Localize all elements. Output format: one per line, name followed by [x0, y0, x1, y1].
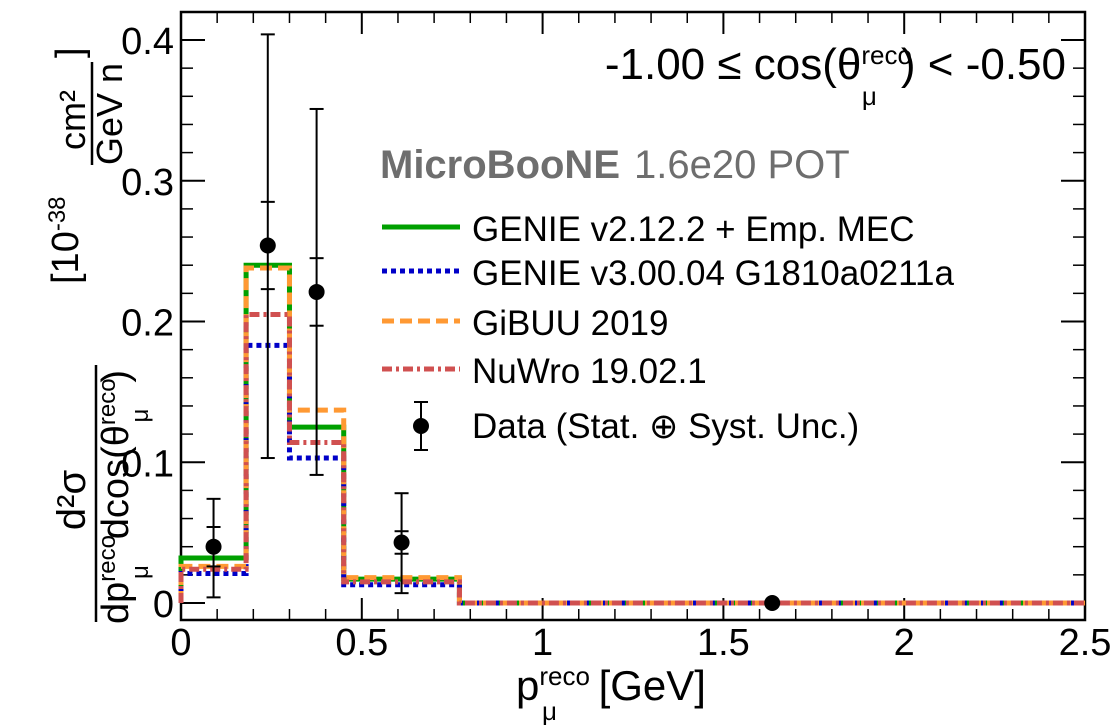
- legend-label-data: Data (Stat. ⊕ Syst. Unc.): [472, 407, 859, 446]
- legend-data-marker: [413, 418, 429, 434]
- x-tick-label: 1: [532, 622, 553, 664]
- x-tick-label: 2.5: [1059, 622, 1112, 664]
- y-axis-units-denominator: GeV n: [89, 63, 130, 165]
- y-axis-denominator: dpreco μdcos(θreco μ): [94, 370, 155, 624]
- legend: GENIE v2.12.2 + Emp. MEC GENIE v3.00.04 G…: [382, 210, 954, 451]
- experiment-label: MicroBooNE 1.6e20 POT: [380, 143, 850, 187]
- x-tick-label: 2: [894, 622, 915, 664]
- x-tick-label: 0.5: [335, 622, 388, 664]
- data-point: [393, 534, 410, 551]
- legend-label-4: NuWro 19.02.1: [472, 352, 707, 391]
- y-tick-label: 0.2: [121, 303, 174, 345]
- data-point: [259, 237, 276, 254]
- legend-label-1: GENIE v2.12.2 + Emp. MEC: [472, 210, 915, 249]
- series-line-4: [178, 311, 1085, 606]
- y-tick-label: 0.1: [121, 443, 174, 485]
- plot-frame: [179, 10, 1087, 622]
- y-tick-label: 0: [153, 584, 174, 626]
- x-tick-label: 1.5: [697, 622, 750, 664]
- y-axis-units-numerator: cm²: [52, 90, 93, 150]
- x-axis-label: preco μ [GeV]: [516, 661, 706, 726]
- chart-marks: 0 0.5 1 1.5 2 2.5 0 0.1 0.2 0.3 0.4: [121, 10, 1112, 664]
- angle-cut-annotation: -1.00 ≤ cos(θreco μ) < -0.50: [605, 40, 1066, 111]
- y-axis-units: [10-38: [44, 196, 88, 284]
- series-line-2: [178, 342, 1085, 606]
- y-axis-numerator: d²σ: [50, 470, 94, 531]
- y-axis-label: d²σ dpreco μdcos(θreco μ) [10-38 cm² GeV n…: [44, 47, 155, 624]
- y-tick-label: 0.3: [121, 162, 174, 204]
- data-point: [308, 283, 325, 300]
- data-point: [205, 538, 222, 555]
- legend-label-3: GiBUU 2019: [472, 304, 668, 343]
- data-point: [764, 595, 781, 611]
- y-tick-label: 0.4: [121, 21, 174, 63]
- x-tick-label: 0: [170, 622, 191, 664]
- legend-label-2: GENIE v3.00.04 G1810a0211a: [472, 254, 954, 293]
- y-axis-units-close: ]: [49, 47, 91, 58]
